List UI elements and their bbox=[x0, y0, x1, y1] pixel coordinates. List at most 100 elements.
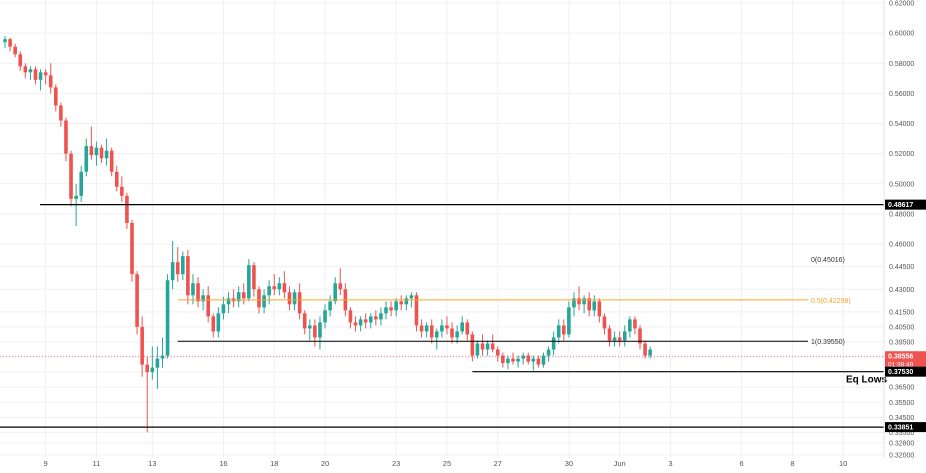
candle-body bbox=[445, 325, 449, 329]
candle-body bbox=[150, 367, 155, 373]
price-tick-label: 0.62000 bbox=[889, 1, 914, 8]
candle-body bbox=[135, 274, 139, 327]
candle-body bbox=[409, 295, 414, 299]
candles bbox=[3, 36, 652, 433]
candle-body bbox=[292, 292, 297, 305]
low-tag bbox=[885, 422, 926, 433]
time-tick-label: 18 bbox=[270, 459, 278, 468]
candle-body bbox=[495, 349, 500, 356]
candle-body bbox=[272, 286, 277, 290]
candle-body bbox=[308, 325, 312, 329]
time-tick-label: 6 bbox=[740, 459, 744, 468]
candle-body bbox=[643, 343, 647, 356]
fib-1-label: 1(0.39550) bbox=[811, 339, 845, 346]
resistance-tag bbox=[885, 199, 926, 210]
candle-body bbox=[440, 325, 444, 332]
candle-body bbox=[79, 171, 83, 196]
candle-body bbox=[501, 355, 505, 364]
candle-body bbox=[368, 316, 373, 323]
candle-body bbox=[511, 358, 515, 362]
candle-body bbox=[587, 298, 591, 311]
candle-body bbox=[54, 87, 58, 106]
candle-body bbox=[287, 292, 292, 305]
time-tick-label: 25 bbox=[443, 459, 451, 468]
candle-body bbox=[59, 105, 63, 121]
time-tick-label: 16 bbox=[219, 459, 227, 468]
candle-body bbox=[470, 334, 475, 356]
price-tick-label: 0.32800 bbox=[889, 440, 914, 447]
candle-body bbox=[404, 298, 409, 305]
resistance-tag-label: 0.48617 bbox=[888, 202, 913, 209]
candle-body bbox=[186, 256, 190, 296]
candle-body bbox=[175, 262, 180, 275]
time-tick-label: 10 bbox=[839, 459, 847, 468]
candle-body bbox=[521, 355, 525, 359]
price-tick-label: 0.60000 bbox=[889, 31, 914, 38]
time-tick-label: 23 bbox=[392, 459, 400, 468]
candle-body bbox=[592, 301, 597, 311]
candle-body bbox=[490, 343, 495, 350]
candle-body bbox=[379, 313, 383, 320]
time-tick-label: Jun bbox=[614, 459, 626, 468]
candle-body bbox=[89, 146, 94, 156]
candle-body bbox=[262, 295, 266, 308]
price-tick-label: 0.58000 bbox=[889, 61, 914, 68]
candle-body bbox=[485, 343, 490, 350]
candle-body bbox=[419, 325, 424, 332]
candle-body bbox=[612, 337, 617, 341]
candle-body bbox=[460, 322, 464, 332]
candle-body bbox=[617, 337, 622, 341]
time-tick-label: 20 bbox=[321, 459, 329, 468]
candle-body bbox=[526, 355, 531, 362]
price-tick-label: 0.39500 bbox=[889, 339, 914, 346]
candle-body bbox=[99, 147, 104, 159]
candle-body bbox=[536, 358, 541, 365]
candle-body bbox=[282, 283, 287, 293]
candle-body bbox=[125, 195, 129, 223]
price-tick-label: 0.50000 bbox=[889, 181, 914, 188]
price-tick-label: 0.32000 bbox=[889, 452, 914, 459]
candle-body bbox=[160, 355, 165, 359]
candle-body bbox=[394, 301, 398, 311]
time-tick-label: 13 bbox=[148, 459, 156, 468]
candle-body bbox=[130, 222, 134, 275]
candle-body bbox=[353, 322, 358, 326]
candle-body bbox=[465, 322, 470, 335]
price-tick-label: 0.44500 bbox=[889, 264, 914, 271]
candle-body bbox=[551, 337, 556, 350]
candle-body bbox=[216, 313, 221, 332]
candle-body bbox=[531, 358, 536, 362]
candle-body bbox=[64, 120, 68, 154]
candle-body bbox=[206, 295, 210, 317]
candle-body bbox=[628, 319, 632, 332]
time-axis: 9 11 13 16 18 20 23 25 27 30 Jun 3 6 8 10 bbox=[44, 459, 848, 468]
candle-body bbox=[297, 292, 302, 314]
time-tick-label: 8 bbox=[790, 459, 794, 468]
price-tick-label: 0.35500 bbox=[889, 400, 914, 407]
candle-body bbox=[211, 316, 216, 332]
candle-body bbox=[74, 195, 78, 199]
candle-body bbox=[567, 307, 571, 335]
candle-body bbox=[429, 325, 434, 338]
fib-0-5-label: 0.5(0.42298) bbox=[811, 298, 851, 305]
candle-body bbox=[120, 186, 124, 196]
time-tick-label: 27 bbox=[494, 459, 502, 468]
candle-body bbox=[302, 313, 307, 329]
candle-body bbox=[633, 319, 637, 329]
price-axis: 0.62000 0.60000 0.58000 0.56000 0.54000 0.520… bbox=[883, 0, 926, 459]
levels: Eq Lows 0(0.45016) 0.5(0.42298) 1(0.39550) bbox=[0, 204, 888, 428]
candle-body bbox=[414, 295, 419, 326]
candle-body bbox=[435, 331, 439, 338]
candle-body bbox=[516, 358, 520, 362]
candle-body bbox=[69, 153, 73, 199]
candle-body bbox=[170, 262, 175, 281]
price-tick-label: 0.40500 bbox=[889, 324, 914, 331]
price-tick-label: 0.41500 bbox=[889, 309, 914, 316]
candle-body bbox=[577, 298, 581, 305]
price-tick-label: 0.52000 bbox=[889, 151, 914, 158]
candle-body bbox=[556, 325, 561, 338]
candle-body bbox=[236, 292, 241, 302]
candle-body bbox=[28, 69, 33, 73]
